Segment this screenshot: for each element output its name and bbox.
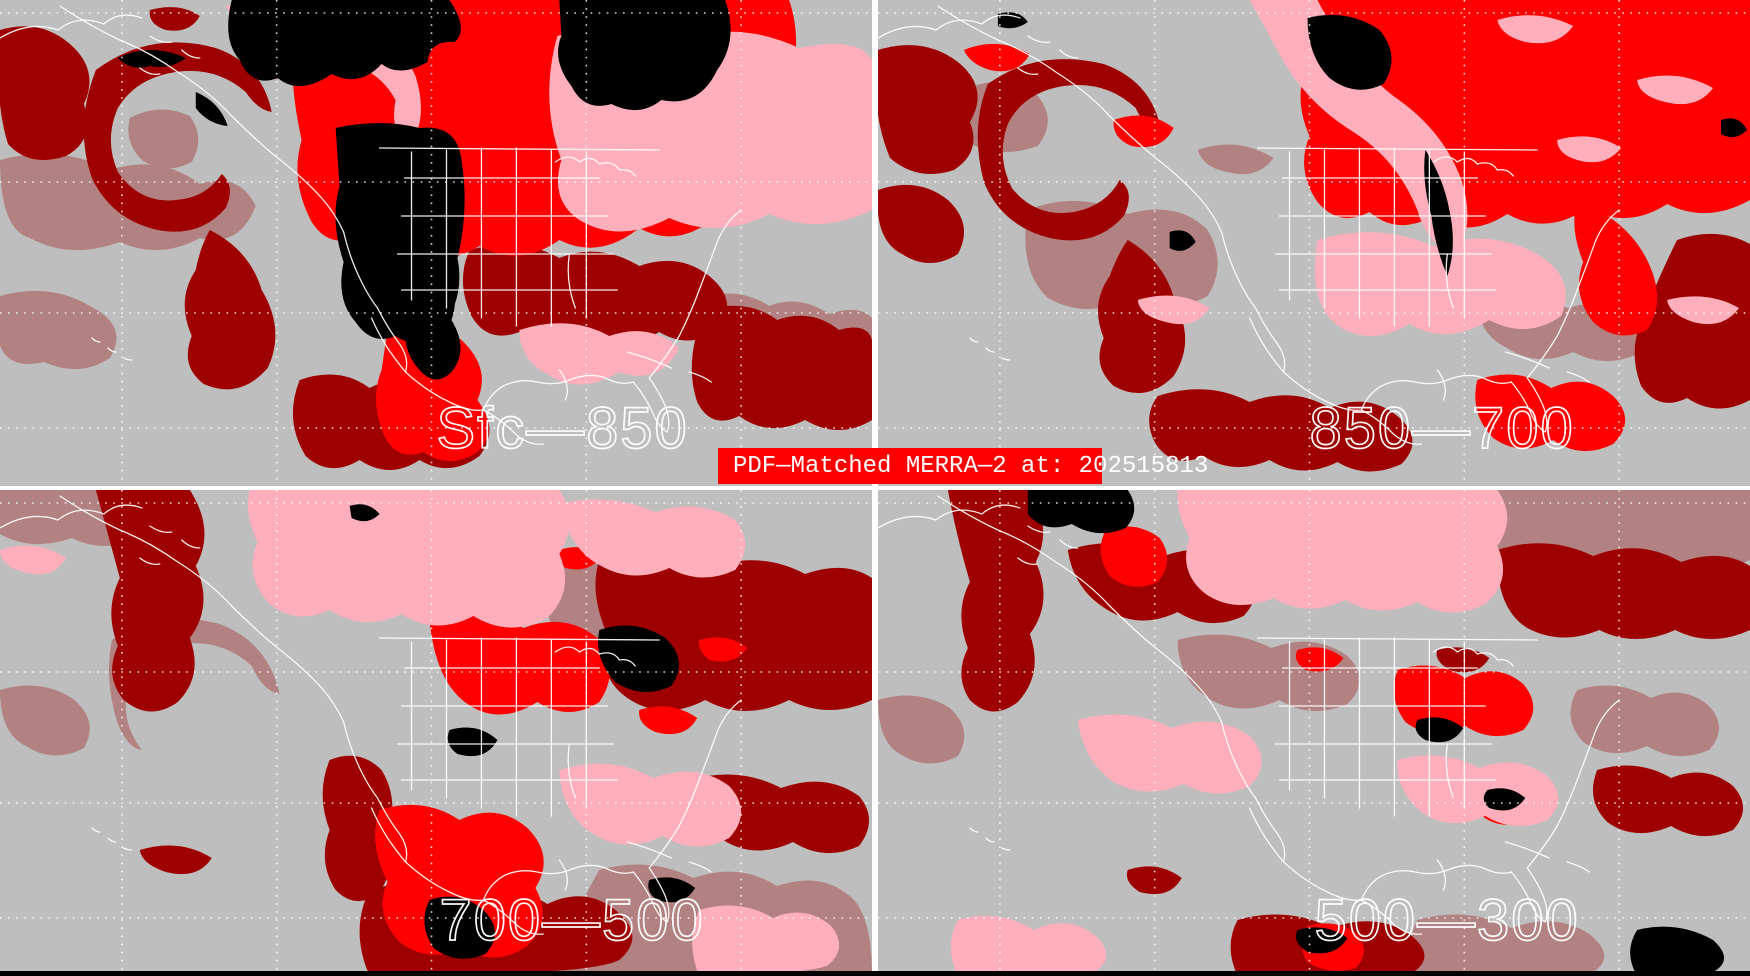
panel-850-700: 850—700 xyxy=(878,0,1750,486)
title-banner: PDF—Matched MERRA—2 at: 202515813 xyxy=(718,448,1209,484)
panel-divider-horizontal xyxy=(0,486,1750,490)
panel-700-500: 700—500 xyxy=(0,490,872,976)
panel-label-sfc-850: Sfc—850 xyxy=(436,397,688,461)
title-banner-text: PDF—Matched MERRA—2 at: 202515813 xyxy=(733,453,1209,480)
moisture-field xyxy=(0,0,872,470)
moisture-field xyxy=(878,490,1750,976)
panel-500-300: 500—300 xyxy=(878,490,1750,976)
panel-label-700-500: 700—500 xyxy=(439,889,704,953)
panel-label-850-700: 850—700 xyxy=(1310,397,1575,461)
panel-sfc-850: Sfc—850 xyxy=(0,0,872,486)
moisture-field xyxy=(878,0,1750,472)
panel-label-500-300: 500—300 xyxy=(1314,889,1579,953)
bottom-edge-strip xyxy=(0,971,1750,976)
